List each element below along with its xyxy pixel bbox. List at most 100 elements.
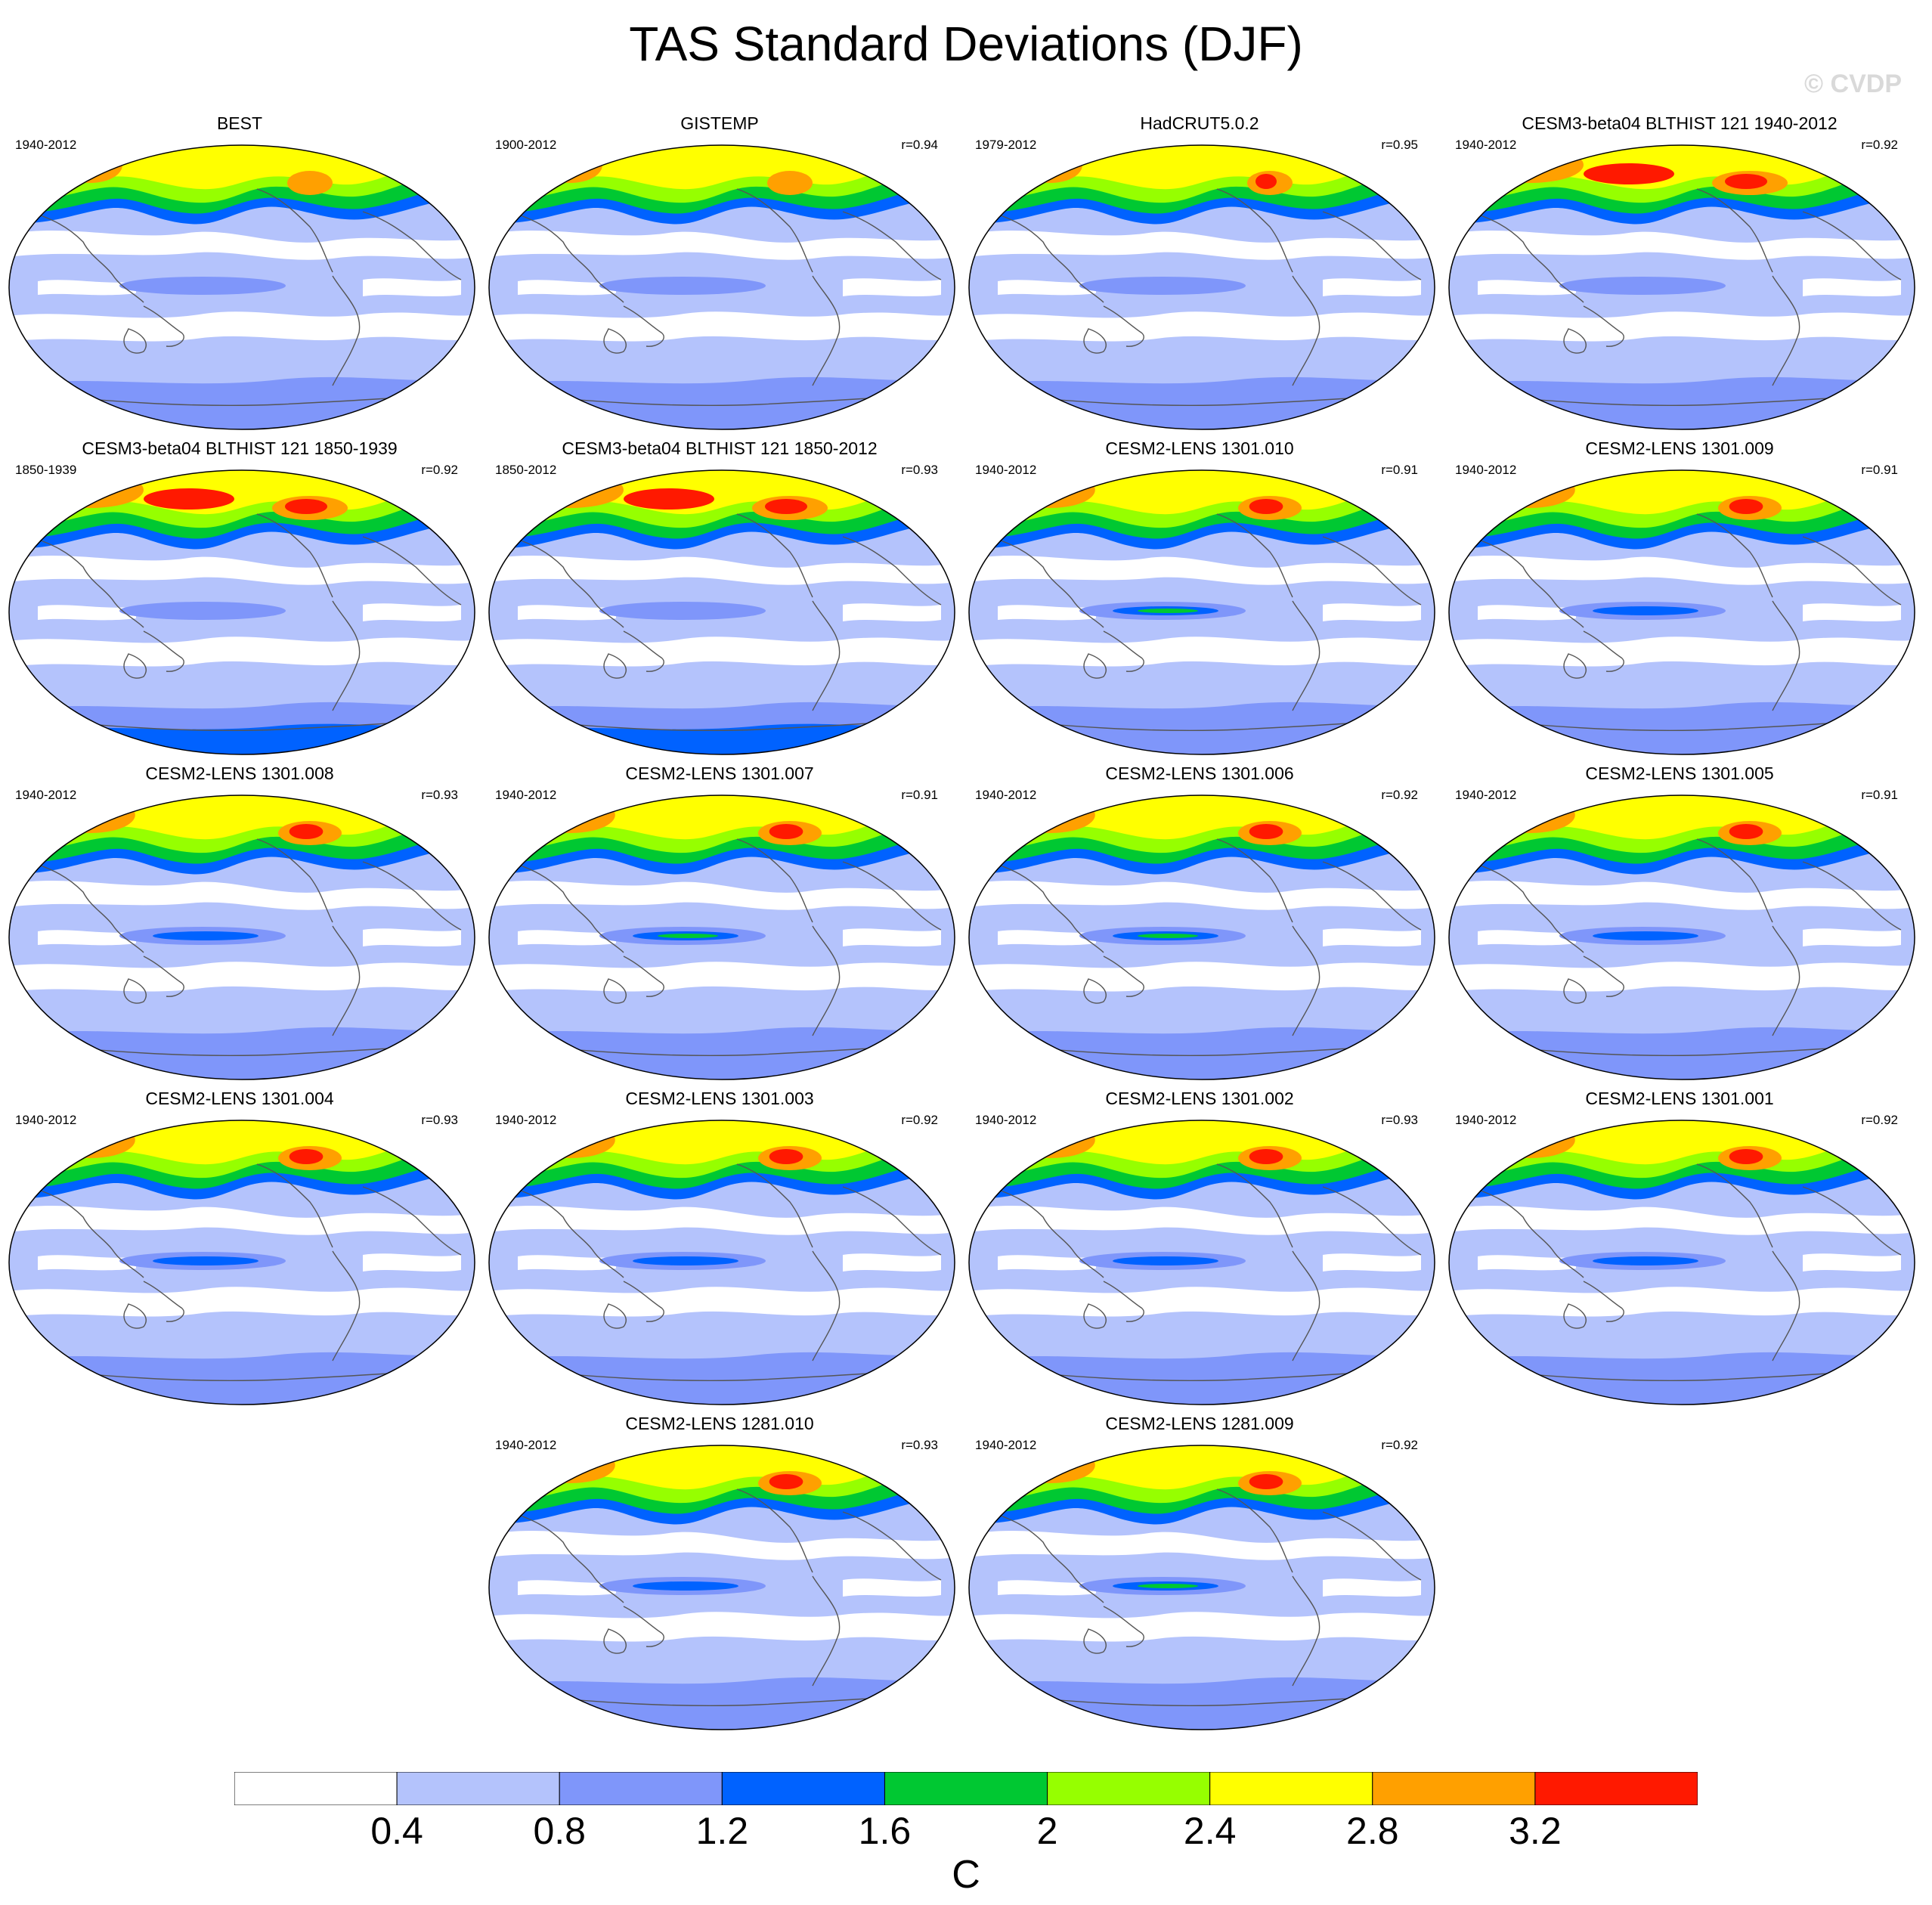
panel-period: 1940-2012 — [495, 1113, 557, 1127]
panel-period: 1979-2012 — [975, 138, 1037, 152]
map-panel: CESM2-LENS 1301.007 1940-2012 r=0.91 — [481, 764, 958, 1081]
panel-period: 1940-2012 — [1455, 1113, 1517, 1127]
panel-correlation: r=0.93 — [421, 788, 458, 802]
panel-correlation: r=0.91 — [1861, 463, 1898, 477]
panel-title: CESM2-LENS 1281.009 — [1105, 1414, 1294, 1433]
global-map — [8, 469, 475, 755]
global-map — [488, 1120, 955, 1405]
panel-correlation: r=0.93 — [421, 1113, 458, 1127]
colorbar-tick: 0.4 — [370, 1810, 423, 1852]
global-map — [1448, 1120, 1915, 1405]
panel-period: 1940-2012 — [1455, 788, 1517, 802]
panel-period: 1940-2012 — [975, 463, 1037, 477]
map-panel: CESM2-LENS 1301.008 1940-2012 r=0.93 — [2, 764, 478, 1081]
panel-title: CESM3-beta04 BLTHIST 121 1940-2012 — [1522, 113, 1838, 133]
colorbar-swatch — [1209, 1772, 1373, 1805]
panel-period: 1940-2012 — [495, 1438, 557, 1452]
panel-title: CESM2-LENS 1301.009 — [1585, 438, 1774, 458]
panel-title: CESM2-LENS 1301.002 — [1105, 1089, 1294, 1108]
colorbar-swatch — [559, 1772, 723, 1805]
panel-correlation: r=0.93 — [901, 463, 938, 477]
colorbar-swatch — [721, 1772, 885, 1805]
colorbar-tick: 3.2 — [1509, 1810, 1562, 1852]
panel-title: BEST — [216, 113, 263, 133]
colorbar-swatch — [1047, 1772, 1211, 1805]
panel-correlation: r=0.92 — [1861, 1113, 1898, 1127]
panel-title: HadCRUT5.0.2 — [1140, 113, 1259, 133]
map-panel: CESM2-LENS 1301.009 1940-2012 r=0.91 — [1441, 438, 1918, 756]
panel-title: CESM2-LENS 1301.008 — [145, 764, 334, 783]
global-map — [8, 795, 475, 1080]
panel-title: CESM3-beta04 BLTHIST 121 1850-1939 — [82, 438, 398, 458]
colorbar-unit-label: C — [952, 1853, 980, 1897]
map-panel: CESM3-beta04 BLTHIST 121 1850-1939 1850-1… — [2, 438, 478, 756]
panel-title: CESM2-LENS 1301.005 — [1585, 764, 1774, 783]
panel-period: 1940-2012 — [975, 1438, 1037, 1452]
colorbar — [234, 1772, 1698, 1805]
panel-correlation: r=0.95 — [1381, 138, 1418, 152]
panel-period: 1850-2012 — [495, 463, 557, 477]
watermark: © CVDP — [1804, 70, 1902, 98]
colorbar-tick: 2.8 — [1346, 1810, 1399, 1852]
global-map — [488, 1445, 955, 1730]
panel-title: CESM2-LENS 1301.007 — [625, 764, 814, 783]
global-map — [488, 469, 955, 755]
panel-title: CESM2-LENS 1301.003 — [625, 1089, 814, 1108]
colorbar-swatch — [884, 1772, 1048, 1805]
map-panel: BEST 1940-2012 — [2, 113, 478, 431]
map-panel: HadCRUT5.0.2 1979-2012 r=0.95 — [961, 113, 1438, 431]
map-panel: CESM3-beta04 BLTHIST 121 1850-2012 1850-2… — [481, 438, 958, 756]
panel-correlation: r=0.93 — [1381, 1113, 1418, 1127]
panel-period: 1940-2012 — [15, 788, 77, 802]
colorbar-swatch — [1534, 1772, 1698, 1805]
colorbar-swatch — [396, 1772, 560, 1805]
colorbar-tick: 2 — [1036, 1810, 1058, 1852]
panel-title: CESM2-LENS 1301.010 — [1105, 438, 1294, 458]
panel-period: 1900-2012 — [495, 138, 557, 152]
panel-title: CESM2-LENS 1301.001 — [1585, 1089, 1774, 1108]
map-panel: CESM2-LENS 1301.004 1940-2012 r=0.93 — [2, 1089, 478, 1406]
panel-correlation: r=0.92 — [901, 1113, 938, 1127]
panel-title: CESM3-beta04 BLTHIST 121 1850-2012 — [562, 438, 878, 458]
panel-period: 1940-2012 — [495, 788, 557, 802]
panel-correlation: r=0.91 — [1381, 463, 1418, 477]
map-panel: CESM2-LENS 1281.010 1940-2012 r=0.93 — [481, 1414, 958, 1731]
global-map — [488, 795, 955, 1080]
map-panel: CESM2-LENS 1301.003 1940-2012 r=0.92 — [481, 1089, 958, 1406]
panel-title: GISTEMP — [680, 113, 759, 133]
map-panel: CESM2-LENS 1301.002 1940-2012 r=0.93 — [961, 1089, 1438, 1406]
map-panel: CESM2-LENS 1301.010 1940-2012 r=0.91 — [961, 438, 1438, 756]
panel-title: CESM2-LENS 1301.004 — [145, 1089, 334, 1108]
global-map — [968, 1120, 1435, 1405]
map-panel: GISTEMP 1900-2012 r=0.94 — [481, 113, 958, 431]
panel-correlation: r=0.92 — [1381, 1438, 1418, 1452]
global-map — [968, 469, 1435, 755]
colorbar-swatch — [234, 1772, 398, 1805]
panel-correlation: r=0.92 — [421, 463, 458, 477]
map-panel: CESM2-LENS 1301.001 1940-2012 r=0.92 — [1441, 1089, 1918, 1406]
panel-correlation: r=0.91 — [1861, 788, 1898, 802]
map-panel: CESM2-LENS 1281.009 1940-2012 r=0.92 — [961, 1414, 1438, 1731]
colorbar-tick: 1.2 — [695, 1810, 749, 1852]
global-map — [968, 795, 1435, 1080]
panel-period: 1940-2012 — [975, 1113, 1037, 1127]
figure-title: TAS Standard Deviations (DJF) — [629, 17, 1303, 71]
panel-period: 1940-2012 — [15, 1113, 77, 1127]
map-panel: CESM2-LENS 1301.005 1940-2012 r=0.91 — [1441, 764, 1918, 1081]
global-map — [968, 1445, 1435, 1730]
panel-correlation: r=0.94 — [901, 138, 938, 152]
panel-period: 1940-2012 — [15, 138, 77, 152]
panel-correlation: r=0.93 — [901, 1438, 938, 1452]
colorbar-tick: 1.6 — [858, 1810, 912, 1852]
panel-title: CESM2-LENS 1281.010 — [625, 1414, 814, 1433]
global-map — [968, 144, 1435, 430]
colorbar-tick: 0.8 — [533, 1810, 586, 1852]
panel-period: 1940-2012 — [1455, 463, 1517, 477]
panel-period: 1940-2012 — [1455, 138, 1517, 152]
panel-period: 1940-2012 — [975, 788, 1037, 802]
map-panel: CESM3-beta04 BLTHIST 121 1940-2012 1940-2… — [1441, 113, 1918, 431]
map-panel: CESM2-LENS 1301.006 1940-2012 r=0.92 — [961, 764, 1438, 1081]
panel-correlation: r=0.92 — [1861, 138, 1898, 152]
panel-correlation: r=0.91 — [901, 788, 938, 802]
colorbar-tick: 2.4 — [1183, 1810, 1237, 1852]
